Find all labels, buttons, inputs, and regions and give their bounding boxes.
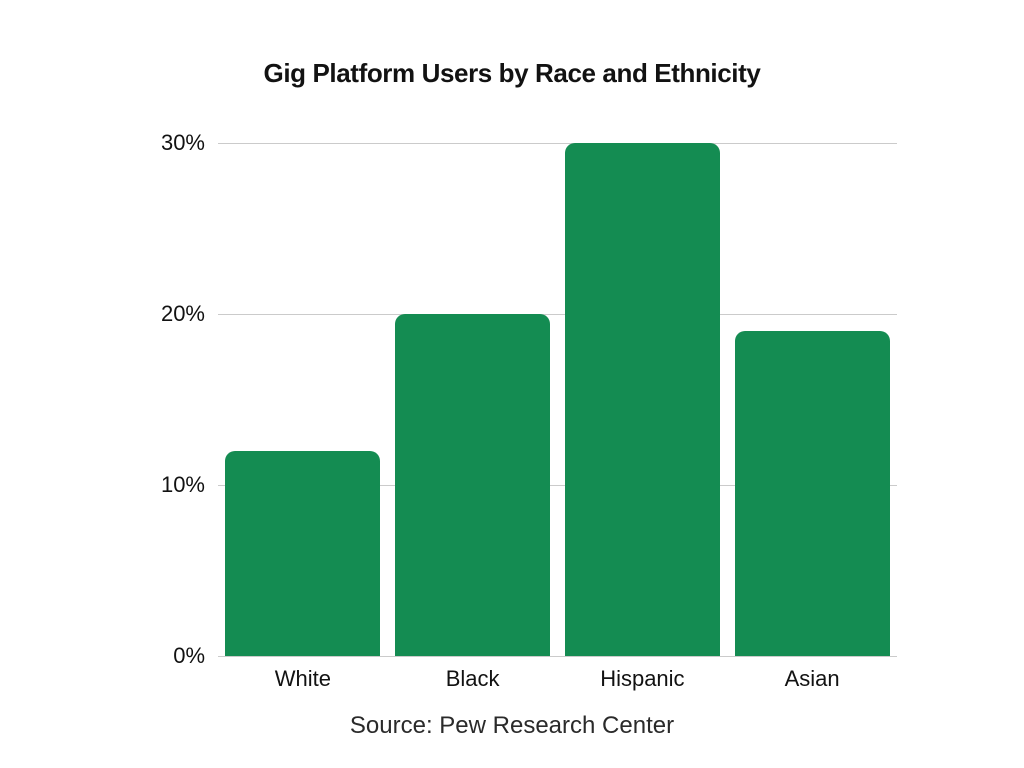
gridline-10 xyxy=(218,485,897,486)
source-caption: Source: Pew Research Center xyxy=(349,712,675,739)
chart-title: Gig Platform Users by Race and Ethnicity xyxy=(263,58,761,88)
gridline-0 xyxy=(218,656,897,657)
x-tick-label-hispanic: Hispanic xyxy=(600,666,685,691)
plot-area xyxy=(218,143,897,657)
y-tick-label-10: 10% xyxy=(160,472,205,497)
y-tick-label-30: 30% xyxy=(160,130,205,155)
bar-hispanic xyxy=(564,143,720,656)
bar-asian xyxy=(734,331,890,656)
bar-black xyxy=(395,314,551,656)
x-tick-label-asian: Asian xyxy=(784,666,840,691)
bar-white xyxy=(225,450,381,656)
gridline-20 xyxy=(218,314,897,315)
y-tick-label-0: 0% xyxy=(173,643,205,668)
x-tick-label-black: Black xyxy=(445,666,500,691)
y-tick-label-20: 20% xyxy=(160,301,205,326)
gridline-30 xyxy=(218,143,897,144)
x-tick-label-white: White xyxy=(274,666,331,691)
